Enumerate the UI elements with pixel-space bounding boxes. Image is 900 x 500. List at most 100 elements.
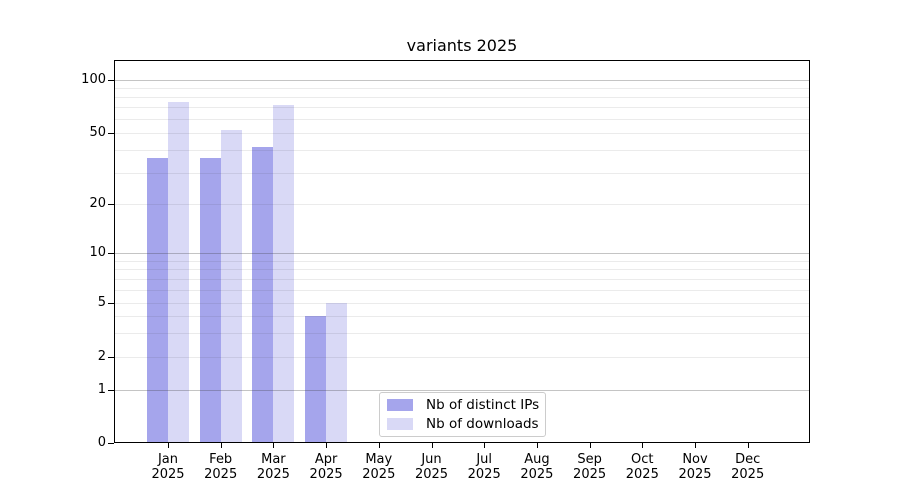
y-tick-2 xyxy=(108,357,114,358)
y-tick-label-2: 2 xyxy=(97,349,106,364)
x-tick-label-mar: Mar 2025 xyxy=(245,452,301,482)
gridline-minor-40 xyxy=(114,150,810,152)
x-tick-label-jul: Jul 2025 xyxy=(456,452,512,482)
gridline-minor-2 xyxy=(114,357,810,358)
x-tick-year: 2025 xyxy=(362,467,396,482)
x-tick-label-jun: Jun 2025 xyxy=(404,452,460,482)
x-tick-year: 2025 xyxy=(467,467,501,482)
x-tick-year: 2025 xyxy=(520,467,554,482)
y-tick-1 xyxy=(108,389,114,391)
gridline-minor-5 xyxy=(114,303,810,304)
legend-row-distinct-ips: Nb of distinct IPs xyxy=(387,397,540,413)
gridline-major-100 xyxy=(114,79,810,81)
x-tick-mar xyxy=(273,443,275,448)
x-tick-month: Jul xyxy=(476,452,493,467)
x-tick-oct xyxy=(642,443,644,448)
x-tick-label-sep: Sep 2025 xyxy=(562,452,618,482)
x-tick-month: Sep xyxy=(577,452,602,467)
gridline-minor-60 xyxy=(114,118,810,120)
y-tick-label-100: 100 xyxy=(81,71,106,87)
legend-label-distinct-ips: Nb of distinct IPs xyxy=(426,397,540,413)
gridline-minor-7 xyxy=(114,278,810,280)
x-tick-month: Feb xyxy=(209,452,233,467)
bar-distinct-ips-apr xyxy=(305,316,327,443)
gridline-minor-4 xyxy=(114,316,810,318)
x-tick-jul xyxy=(484,443,486,448)
x-tick-year: 2025 xyxy=(204,467,238,482)
x-tick-year: 2025 xyxy=(573,467,607,482)
y-tick-10 xyxy=(108,253,114,254)
x-tick-may xyxy=(378,443,380,448)
gridline-minor-80 xyxy=(114,96,810,98)
x-tick-dec xyxy=(747,443,749,448)
bar-downloads-apr xyxy=(326,303,348,443)
x-tick-month: Jun xyxy=(421,452,442,467)
x-tick-label-apr: Apr 2025 xyxy=(298,452,354,482)
gridline-minor-8 xyxy=(114,269,810,271)
y-tick-label-50: 50 xyxy=(89,125,106,140)
x-tick-label-jan: Jan 2025 xyxy=(140,452,196,482)
gridline-minor-20 xyxy=(114,204,810,205)
y-tick-label-0: 0 xyxy=(97,435,106,450)
x-tick-label-nov: Nov 2025 xyxy=(667,452,723,482)
x-tick-label-feb: Feb 2025 xyxy=(193,452,249,482)
y-tick-label-5: 5 xyxy=(97,295,106,310)
chart-title: variants 2025 xyxy=(406,36,518,55)
x-tick-nov xyxy=(695,443,696,448)
x-tick-month: Jan xyxy=(157,452,179,467)
y-tick-5 xyxy=(108,303,114,304)
x-tick-apr xyxy=(326,443,328,448)
gridline-minor-9 xyxy=(114,260,810,262)
legend: Nb of distinct IPs Nb of downloads xyxy=(379,392,546,437)
x-tick-month: Dec xyxy=(735,452,761,467)
y-tick-label-1: 1 xyxy=(97,381,106,397)
y-tick-20 xyxy=(108,204,114,205)
x-tick-month: May xyxy=(365,452,393,467)
legend-label-downloads: Nb of downloads xyxy=(426,416,539,432)
x-tick-month: Aug xyxy=(524,452,550,467)
x-tick-month: Apr xyxy=(314,452,338,467)
y-tick-100 xyxy=(108,79,114,81)
x-tick-year: 2025 xyxy=(678,467,712,482)
y-tick-50 xyxy=(108,133,114,134)
legend-swatch-distinct-ips xyxy=(387,399,413,411)
x-tick-year: 2025 xyxy=(309,467,343,482)
x-tick-sep xyxy=(589,443,591,448)
x-tick-year: 2025 xyxy=(414,467,449,482)
legend-row-downloads: Nb of downloads xyxy=(387,416,539,432)
x-tick-year: 2025 xyxy=(256,467,290,482)
x-tick-year: 2025 xyxy=(625,467,659,482)
x-tick-label-oct: Oct 2025 xyxy=(614,452,670,482)
x-tick-label-may: May 2025 xyxy=(351,452,407,482)
y-tick-label-10: 10 xyxy=(89,245,106,260)
y-tick-0 xyxy=(108,443,114,444)
gridline-minor-6 xyxy=(114,289,810,291)
gridline-minor-90 xyxy=(114,87,810,89)
legend-swatch-downloads xyxy=(387,418,413,430)
y-tick-label-20: 20 xyxy=(89,196,106,211)
gridline-minor-3 xyxy=(114,333,810,335)
x-tick-label-aug: Aug 2025 xyxy=(509,452,565,482)
bar-downloads-mar xyxy=(273,104,295,443)
gridline-minor-70 xyxy=(114,107,810,109)
gridline-major-1 xyxy=(114,389,810,391)
bar-distinct-ips-feb xyxy=(199,158,221,443)
bar-distinct-ips-jan xyxy=(147,158,168,443)
bar-distinct-ips-mar xyxy=(252,146,274,443)
x-tick-month: Oct xyxy=(631,452,654,467)
x-tick-year: 2025 xyxy=(731,467,765,482)
x-tick-month: Nov xyxy=(682,452,708,467)
gridline-major-10 xyxy=(114,253,810,254)
x-tick-aug xyxy=(536,443,538,448)
bar-downloads-feb xyxy=(220,129,242,443)
x-tick-year: 2025 xyxy=(151,467,185,482)
x-tick-feb xyxy=(220,443,222,448)
x-tick-jun xyxy=(431,443,433,448)
x-tick-jan xyxy=(168,443,169,448)
x-tick-label-dec: Dec 2025 xyxy=(720,452,776,482)
gridline-minor-30 xyxy=(114,172,810,174)
x-tick-month: Mar xyxy=(261,452,286,467)
bar-downloads-jan xyxy=(168,101,189,443)
plot-area xyxy=(114,60,810,443)
